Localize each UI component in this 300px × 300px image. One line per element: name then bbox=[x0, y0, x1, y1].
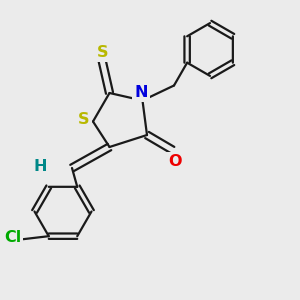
Text: O: O bbox=[168, 154, 182, 169]
Text: Cl: Cl bbox=[4, 230, 21, 245]
Text: S: S bbox=[97, 45, 108, 60]
Text: H: H bbox=[34, 159, 47, 174]
Text: N: N bbox=[134, 85, 148, 100]
Text: S: S bbox=[78, 112, 90, 128]
